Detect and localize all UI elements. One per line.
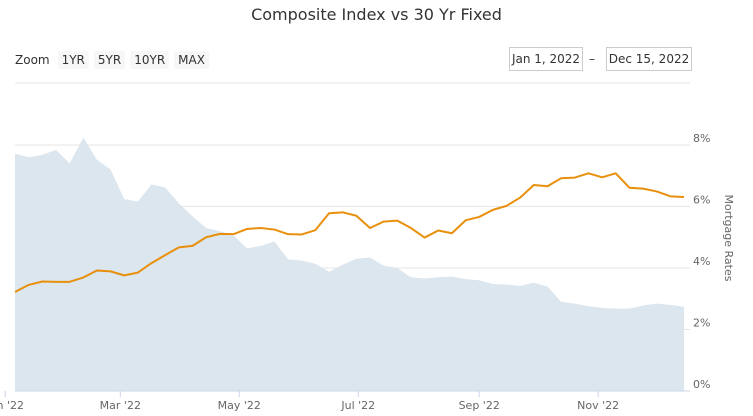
mortgage-rate-line <box>14 172 685 293</box>
zoom-10yr-button[interactable]: 10YR <box>130 51 170 69</box>
x-tick-label: Jan '22 <box>0 399 24 412</box>
grid-lines <box>15 144 690 330</box>
x-tick-label: May '22 <box>218 399 261 412</box>
chart-title: Composite Index vs 30 Yr Fixed <box>251 5 502 24</box>
range-separator: – <box>589 52 595 66</box>
zoom-1yr-button[interactable]: 1YR <box>57 51 89 69</box>
y-tick-label: 6% <box>693 194 710 207</box>
date-range-selector: Jan 1, 2022 – Dec 15, 2022 <box>0 47 753 71</box>
x-tick-label: Jul '22 <box>340 399 375 412</box>
zoom-5yr-button[interactable]: 5YR <box>93 51 126 69</box>
y-axis-label: Mortgage Rates <box>722 195 735 282</box>
x-tick-label: Sep '22 <box>459 399 500 412</box>
x-tick-label: Mar '22 <box>100 399 141 412</box>
y-tick-label: 0% <box>693 378 710 391</box>
range-from-input[interactable]: Jan 1, 2022 <box>509 47 583 71</box>
y-tick-label: 8% <box>693 132 710 145</box>
composite-area-fill <box>15 137 684 391</box>
mortgage-rate-path <box>14 172 685 293</box>
y-tick-label: 4% <box>693 255 710 268</box>
y-axis-ticks: 0% 2% 4% 6% 8% <box>693 132 710 391</box>
zoom-label: Zoom <box>15 53 50 67</box>
y-tick-label: 2% <box>693 317 710 330</box>
zoom-bar: Zoom 1YR 5YR 10YR MAX <box>15 51 214 69</box>
x-axis-ticks: Jan '22 Mar '22 May '22 Jul '22 Sep '22 Nov '… <box>0 391 619 412</box>
range-to-input[interactable]: Dec 15, 2022 <box>606 47 692 71</box>
x-tick-label: Nov '22 <box>577 399 619 412</box>
zoom-max-button[interactable]: MAX <box>174 51 209 69</box>
composite-index-area <box>15 137 684 391</box>
